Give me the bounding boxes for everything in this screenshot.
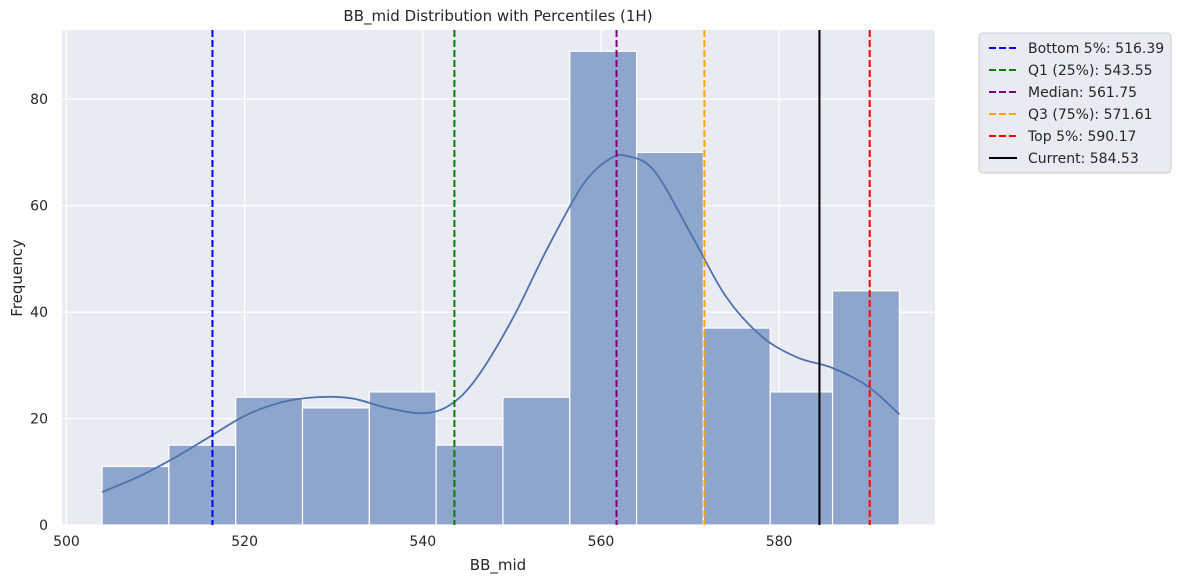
legend-label: Q3 (75%): 571.61 [1028, 107, 1153, 123]
x-tick-label: 500 [53, 534, 80, 550]
histogram-bar [435, 444, 504, 526]
legend-label: Current: 584.53 [1028, 151, 1139, 167]
x-axis-label: BB_mid [470, 556, 526, 575]
chart-title: BB_mid Distribution with Percentiles (1H… [343, 7, 652, 26]
histogram-bar [702, 327, 771, 526]
x-tick-labels: 500 520 540 560 580 [53, 534, 792, 550]
histogram-bar [831, 290, 900, 526]
histogram-bars [101, 50, 900, 526]
histogram-bar [635, 151, 704, 526]
histogram-bar [235, 396, 304, 526]
histogram-bar [368, 391, 437, 526]
legend-label: Median: 561.75 [1028, 85, 1137, 101]
histogram-bar [769, 391, 834, 526]
y-tick-label: 20 [30, 412, 48, 428]
histogram-bar [502, 396, 571, 526]
legend: Bottom 5%: 516.39 Q1 (25%): 543.55 Median:… [978, 32, 1172, 174]
y-tick-label: 0 [39, 518, 48, 534]
y-axis-label: Frequency [8, 239, 26, 317]
percentile-lines [211, 30, 871, 525]
legend-label: Bottom 5%: 516.39 [1028, 41, 1164, 57]
histogram-bar [168, 444, 237, 526]
legend-label: Top 5%: 590.17 [1027, 129, 1136, 145]
y-tick-labels: 0 20 40 60 80 [30, 92, 48, 534]
x-tick-label: 560 [588, 534, 615, 550]
histogram-bar [301, 407, 370, 526]
kde-curve [101, 153, 900, 493]
histogram-bar [101, 465, 170, 526]
x-tick-label: 520 [231, 534, 258, 550]
x-tick-label: 580 [766, 534, 793, 550]
legend-label: Q1 (25%): 543.55 [1028, 63, 1153, 79]
y-tick-label: 80 [30, 92, 48, 108]
x-tick-label: 540 [409, 534, 436, 550]
y-tick-label: 40 [30, 305, 48, 321]
legend-box [978, 32, 1172, 174]
histogram-bar [569, 50, 638, 526]
y-tick-label: 60 [30, 199, 48, 215]
